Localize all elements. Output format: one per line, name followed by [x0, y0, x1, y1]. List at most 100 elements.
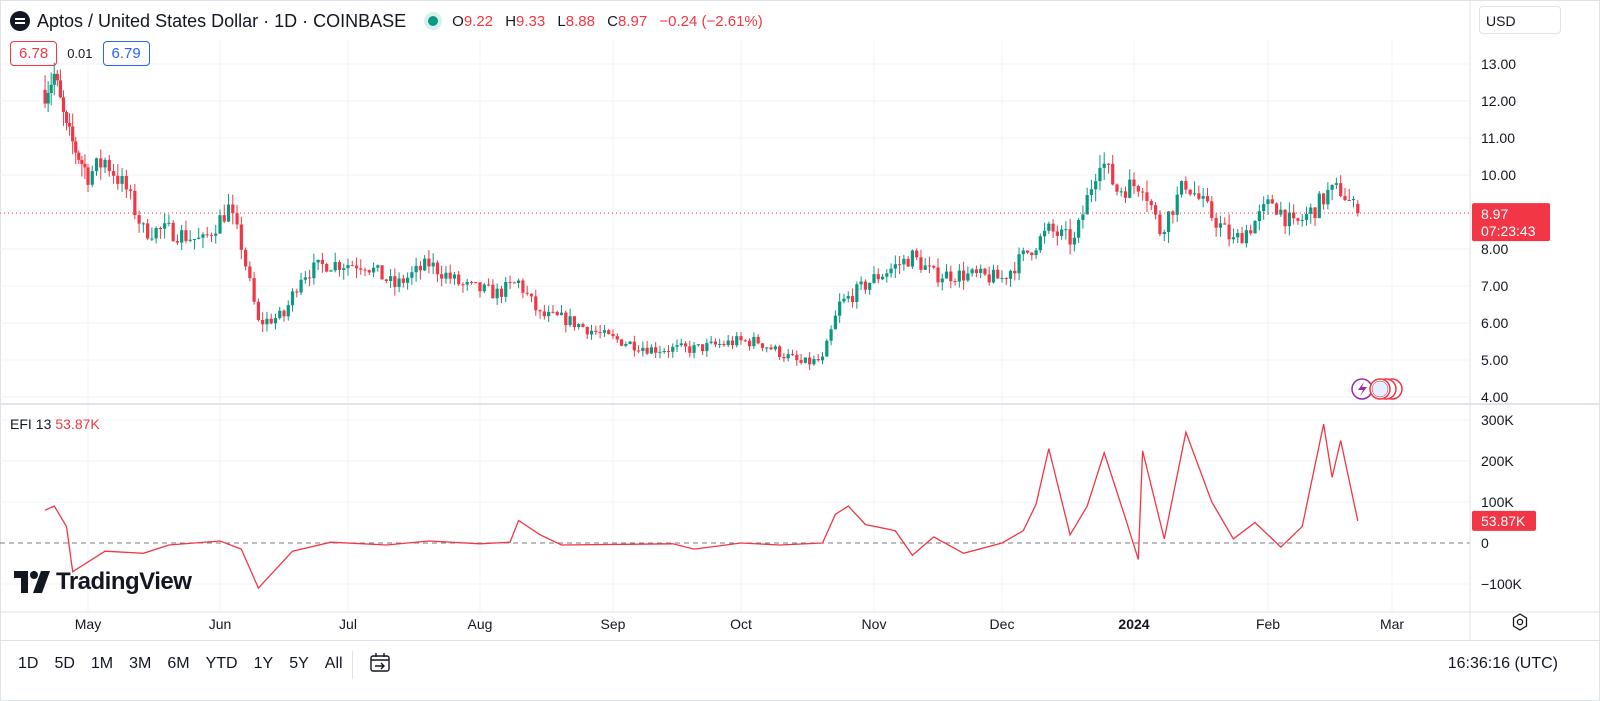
- candle: [863, 279, 868, 294]
- candle: [325, 262, 329, 273]
- candle: [465, 278, 469, 291]
- candle: [388, 269, 393, 289]
- period-5d[interactable]: 5D: [54, 655, 75, 672]
- candle: [448, 264, 452, 284]
- candle: [491, 279, 495, 299]
- candle: [675, 339, 679, 353]
- candle: [192, 238, 197, 250]
- candle: [1313, 206, 1317, 226]
- candle: [739, 332, 743, 345]
- clock[interactable]: 16:36:16 (UTC): [1447, 655, 1558, 672]
- candle: [1300, 213, 1304, 227]
- price-tick-label: 8.00: [1481, 241, 1508, 257]
- time-tick-label: Aug: [468, 616, 493, 632]
- candle: [423, 255, 427, 272]
- candle: [457, 270, 461, 286]
- candle: [850, 288, 855, 308]
- candle: [829, 325, 833, 346]
- efi-legend[interactable]: EFI 13 53.87K: [10, 416, 100, 432]
- candle: [363, 267, 367, 277]
- currency-selector[interactable]: USD: [1479, 6, 1561, 34]
- candle: [1013, 261, 1017, 281]
- candle: [517, 278, 521, 289]
- time-tick-label: Dec: [990, 616, 1015, 632]
- candle: [252, 271, 256, 305]
- period-all[interactable]: All: [324, 655, 343, 672]
- candle: [1175, 186, 1179, 222]
- time-tick-label: Nov: [862, 616, 887, 632]
- candle: [572, 315, 576, 331]
- candle: [1000, 270, 1004, 283]
- candle: [991, 264, 996, 284]
- period-1y[interactable]: 1Y: [253, 655, 274, 672]
- candle: [175, 234, 180, 246]
- candle: [581, 322, 585, 328]
- candle: [987, 266, 991, 286]
- candle: [495, 283, 499, 305]
- candle: [1119, 187, 1123, 197]
- candle: [248, 261, 252, 282]
- candle: [46, 81, 50, 113]
- candle: [1266, 194, 1270, 215]
- calendar-range-icon[interactable]: [368, 651, 392, 675]
- svg-text:8.97: 8.97: [1481, 206, 1508, 222]
- symbol-header: Aptos / United States Dollar · 1D · COIN…: [10, 9, 763, 33]
- candle: [184, 220, 188, 244]
- candle: [825, 338, 829, 357]
- efi-value-tag[interactable]: 53.87K: [1472, 510, 1536, 531]
- candle: [525, 285, 529, 296]
- candle: [923, 258, 927, 270]
- candle: [1106, 163, 1111, 174]
- candle: [244, 247, 248, 271]
- candle: [1162, 229, 1166, 242]
- settings-icon[interactable]: [1510, 612, 1530, 632]
- candle: [499, 285, 504, 304]
- candle: [577, 322, 581, 330]
- candle: [128, 184, 133, 200]
- period-1d[interactable]: 1D: [18, 655, 39, 672]
- candle: [534, 289, 538, 316]
- candle: [812, 355, 816, 366]
- candle: [478, 282, 482, 298]
- candle: [1094, 173, 1098, 202]
- ask-button[interactable]: 6.79: [102, 41, 150, 66]
- svg-text:53.87K: 53.87K: [1481, 513, 1526, 529]
- brand-name: TradingView: [56, 568, 192, 595]
- candles: [43, 62, 1360, 371]
- candle: [1051, 219, 1055, 238]
- candle: [1115, 183, 1119, 196]
- candle: [64, 110, 69, 131]
- candle: [1270, 194, 1274, 204]
- candle: [1085, 187, 1089, 215]
- event-markers[interactable]: [1351, 378, 1403, 400]
- price-tick-label: 10.00: [1481, 167, 1516, 183]
- candle: [769, 344, 773, 350]
- candle: [722, 340, 726, 347]
- candle: [662, 347, 666, 354]
- candle: [529, 293, 534, 303]
- candle: [469, 280, 474, 285]
- candle: [589, 324, 594, 340]
- bid-button[interactable]: 6.78: [10, 41, 58, 66]
- candle: [74, 136, 78, 165]
- candle: [833, 310, 837, 330]
- candle: [350, 261, 354, 267]
- candle: [486, 278, 491, 287]
- candle: [1102, 152, 1106, 181]
- period-1m[interactable]: 1M: [90, 655, 114, 672]
- change-value: −0.24 (−2.61%): [659, 12, 763, 30]
- tradingview-watermark[interactable]: TradingView: [14, 568, 192, 596]
- candle: [111, 164, 116, 184]
- candle: [444, 265, 448, 284]
- period-5y[interactable]: 5Y: [289, 655, 309, 672]
- symbol-title[interactable]: Aptos / United States Dollar · 1D · COIN…: [37, 10, 407, 31]
- candle: [1004, 277, 1008, 285]
- period-ytd[interactable]: YTD: [205, 655, 238, 672]
- period-6m[interactable]: 6M: [167, 655, 190, 672]
- candle: [1055, 225, 1059, 246]
- period-3m[interactable]: 3M: [129, 655, 152, 672]
- time-tick-label: May: [75, 616, 101, 632]
- candle: [299, 272, 303, 296]
